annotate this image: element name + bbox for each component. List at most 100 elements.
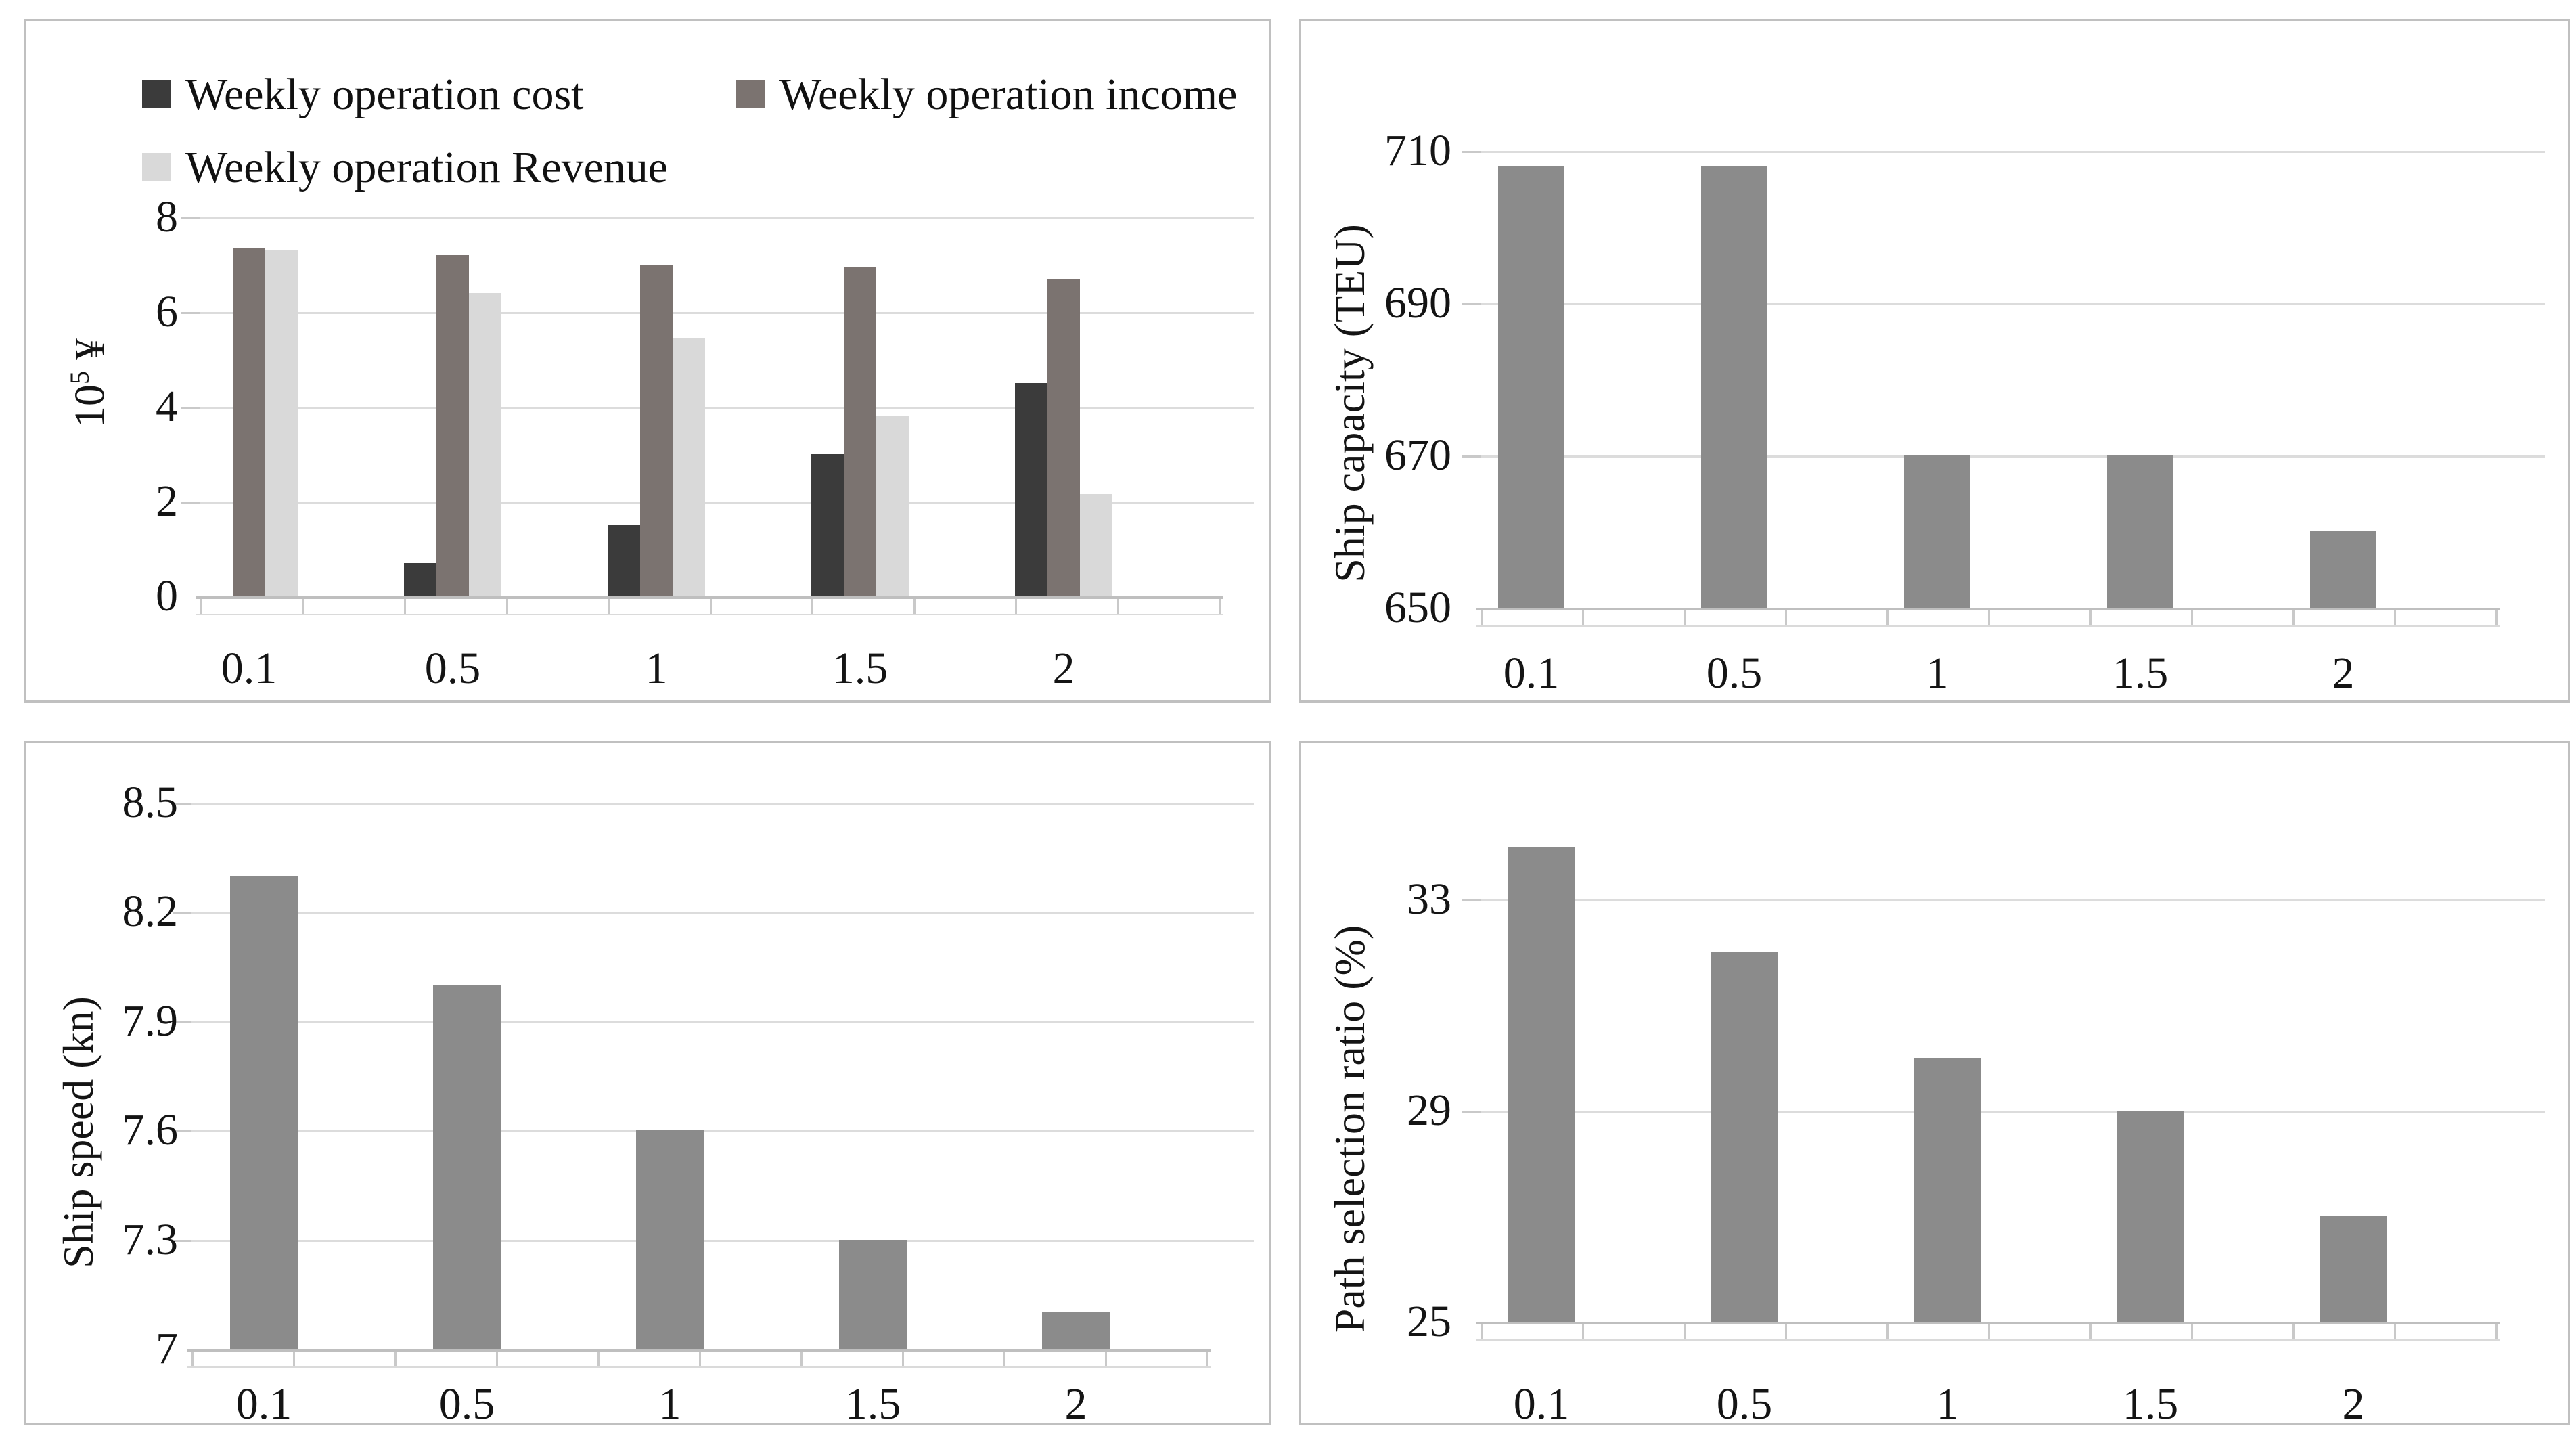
- bar-ship-capacity-1.5: [2107, 455, 2173, 608]
- x-axis-tick: [2394, 610, 2396, 625]
- y-axis-tick: [181, 217, 200, 219]
- y-tick-label: 8.5: [122, 778, 179, 827]
- y-tick-label: 7: [156, 1324, 178, 1373]
- x-axis-subline: [196, 614, 1223, 615]
- y-axis-tick: [1462, 303, 1481, 305]
- x-tick-label: 1.5: [2112, 648, 2169, 698]
- x-axis-tick: [394, 1352, 397, 1366]
- bar-weekly-operation-income-2: [1047, 279, 1080, 596]
- bar-weekly-operation-revenue-0.5: [469, 293, 501, 596]
- y-axis-title: Path selection ratio (%): [1326, 925, 1374, 1333]
- y-tick-label: 33: [1407, 874, 1451, 924]
- x-axis-tick: [710, 599, 712, 614]
- bar-ship-speed-0.1: [230, 876, 298, 1349]
- x-axis-tick: [1582, 610, 1584, 625]
- y-tick-label: 8: [156, 192, 178, 242]
- x-axis-tick: [404, 599, 406, 614]
- bar-weekly-operation-cost-2: [1015, 383, 1047, 596]
- y-gridline: [191, 1021, 1254, 1023]
- x-axis-tick: [913, 599, 916, 614]
- x-tick-label: 0.1: [235, 1379, 292, 1429]
- y-tick-label: 29: [1407, 1086, 1451, 1135]
- x-axis-tick: [1219, 599, 1221, 614]
- x-axis-tick: [2394, 1324, 2396, 1339]
- y-gridline: [1481, 455, 2545, 458]
- y-gridline: [200, 407, 1254, 409]
- y-tick-label: 4: [156, 382, 178, 431]
- bar-weekly-operation-cost-1.5: [811, 454, 844, 596]
- x-axis-tick: [1481, 610, 1483, 625]
- x-tick-label: 0.5: [1716, 1379, 1773, 1429]
- y-axis-tick: [181, 312, 200, 314]
- x-axis-tick: [506, 599, 508, 614]
- x-axis-tick: [2089, 1324, 2092, 1339]
- y-axis-tick: [1462, 151, 1481, 153]
- bar-path-selection-ratio-1.5: [2117, 1111, 2184, 1322]
- bar-ship-speed-2: [1042, 1312, 1110, 1349]
- x-axis-tick: [1785, 610, 1787, 625]
- x-axis-tick: [2089, 610, 2092, 625]
- bar-ship-capacity-0.5: [1701, 166, 1767, 608]
- x-tick-label: 1: [645, 644, 668, 693]
- bar-ship-speed-1: [636, 1130, 704, 1349]
- y-gridline: [191, 912, 1254, 914]
- x-axis-tick: [1684, 610, 1686, 625]
- y-axis-tick: [173, 1021, 191, 1023]
- x-tick-label: 1: [1926, 648, 1949, 698]
- y-gridline: [200, 502, 1254, 504]
- y-gridline: [191, 1240, 1254, 1242]
- x-axis-tick: [2495, 1324, 2498, 1339]
- y-tick-label: 670: [1384, 430, 1451, 480]
- y-axis-title: 105 ¥: [64, 338, 114, 428]
- y-gridline: [1481, 899, 2545, 901]
- x-axis-tick: [1117, 599, 1119, 614]
- x-axis-tick: [2292, 1324, 2295, 1339]
- y-axis-tick: [173, 1130, 191, 1132]
- x-axis-tick: [200, 599, 202, 614]
- y-axis-tick: [1462, 455, 1481, 458]
- x-tick-label: 1.5: [844, 1379, 901, 1429]
- x-tick-label: 0.1: [1513, 1379, 1570, 1429]
- x-tick-label: 2: [2342, 1379, 2365, 1429]
- y-axis-tick: [181, 502, 200, 504]
- x-axis-tick: [1988, 610, 1990, 625]
- chart-panel-path-selection-ratio: 25 29 33 0.1 0.5 1 1.5 2 Path selection ratio (%…: [1299, 741, 2570, 1429]
- x-axis-tick: [1684, 1324, 1686, 1339]
- y-tick-label: 7.6: [122, 1105, 179, 1155]
- bar-weekly-operation-income-0.5: [436, 255, 469, 596]
- y-gridline: [191, 803, 1254, 805]
- x-axis-subline: [1476, 625, 2500, 627]
- bar-ship-capacity-0.1: [1498, 166, 1564, 608]
- y-tick-label: 650: [1384, 583, 1451, 632]
- x-axis-subline: [187, 1366, 1211, 1368]
- bar-weekly-operation-cost-0.5: [404, 563, 436, 596]
- y-axis-tick: [1462, 899, 1481, 901]
- x-axis-tick: [699, 1352, 701, 1366]
- bar-ship-speed-0.5: [433, 985, 501, 1349]
- x-tick-label: 0.5: [438, 1379, 495, 1429]
- y-axis-tick: [173, 1240, 191, 1242]
- x-tick-label: 1: [658, 1379, 681, 1429]
- bar-path-selection-ratio-2: [2320, 1216, 2387, 1322]
- x-tick-label: 1: [1936, 1379, 1959, 1429]
- y-axis-tick: [181, 407, 200, 409]
- y-axis-tick: [1462, 1111, 1481, 1113]
- y-tick-label: 690: [1384, 278, 1451, 328]
- x-axis-tick: [608, 599, 610, 614]
- y-axis-title: Ship capacity (TEU): [1326, 224, 1374, 583]
- x-tick-label: 2: [2332, 648, 2355, 698]
- y-tick-label: 6: [156, 287, 178, 336]
- bar-ship-speed-1.5: [839, 1240, 907, 1349]
- y-tick-label: 7.3: [122, 1215, 179, 1264]
- x-tick-label: 2: [1052, 644, 1075, 693]
- x-tick-label: 2: [1064, 1379, 1087, 1429]
- y-gridline: [1481, 151, 2545, 153]
- y-tick-label: 25: [1407, 1297, 1451, 1346]
- bar-path-selection-ratio-0.5: [1711, 952, 1778, 1322]
- legend-swatch-3: [142, 153, 171, 181]
- y-tick-label: 2: [156, 476, 178, 526]
- chart-panel-ship-speed: 7 7.3 7.6 7.9 8.2 8.5 0.1 0.5 1 1.5 2 Ship speed (k…: [24, 741, 1271, 1429]
- y-axis-tick: [173, 803, 191, 805]
- y-gridline: [200, 217, 1254, 219]
- x-axis-tick: [2191, 610, 2193, 625]
